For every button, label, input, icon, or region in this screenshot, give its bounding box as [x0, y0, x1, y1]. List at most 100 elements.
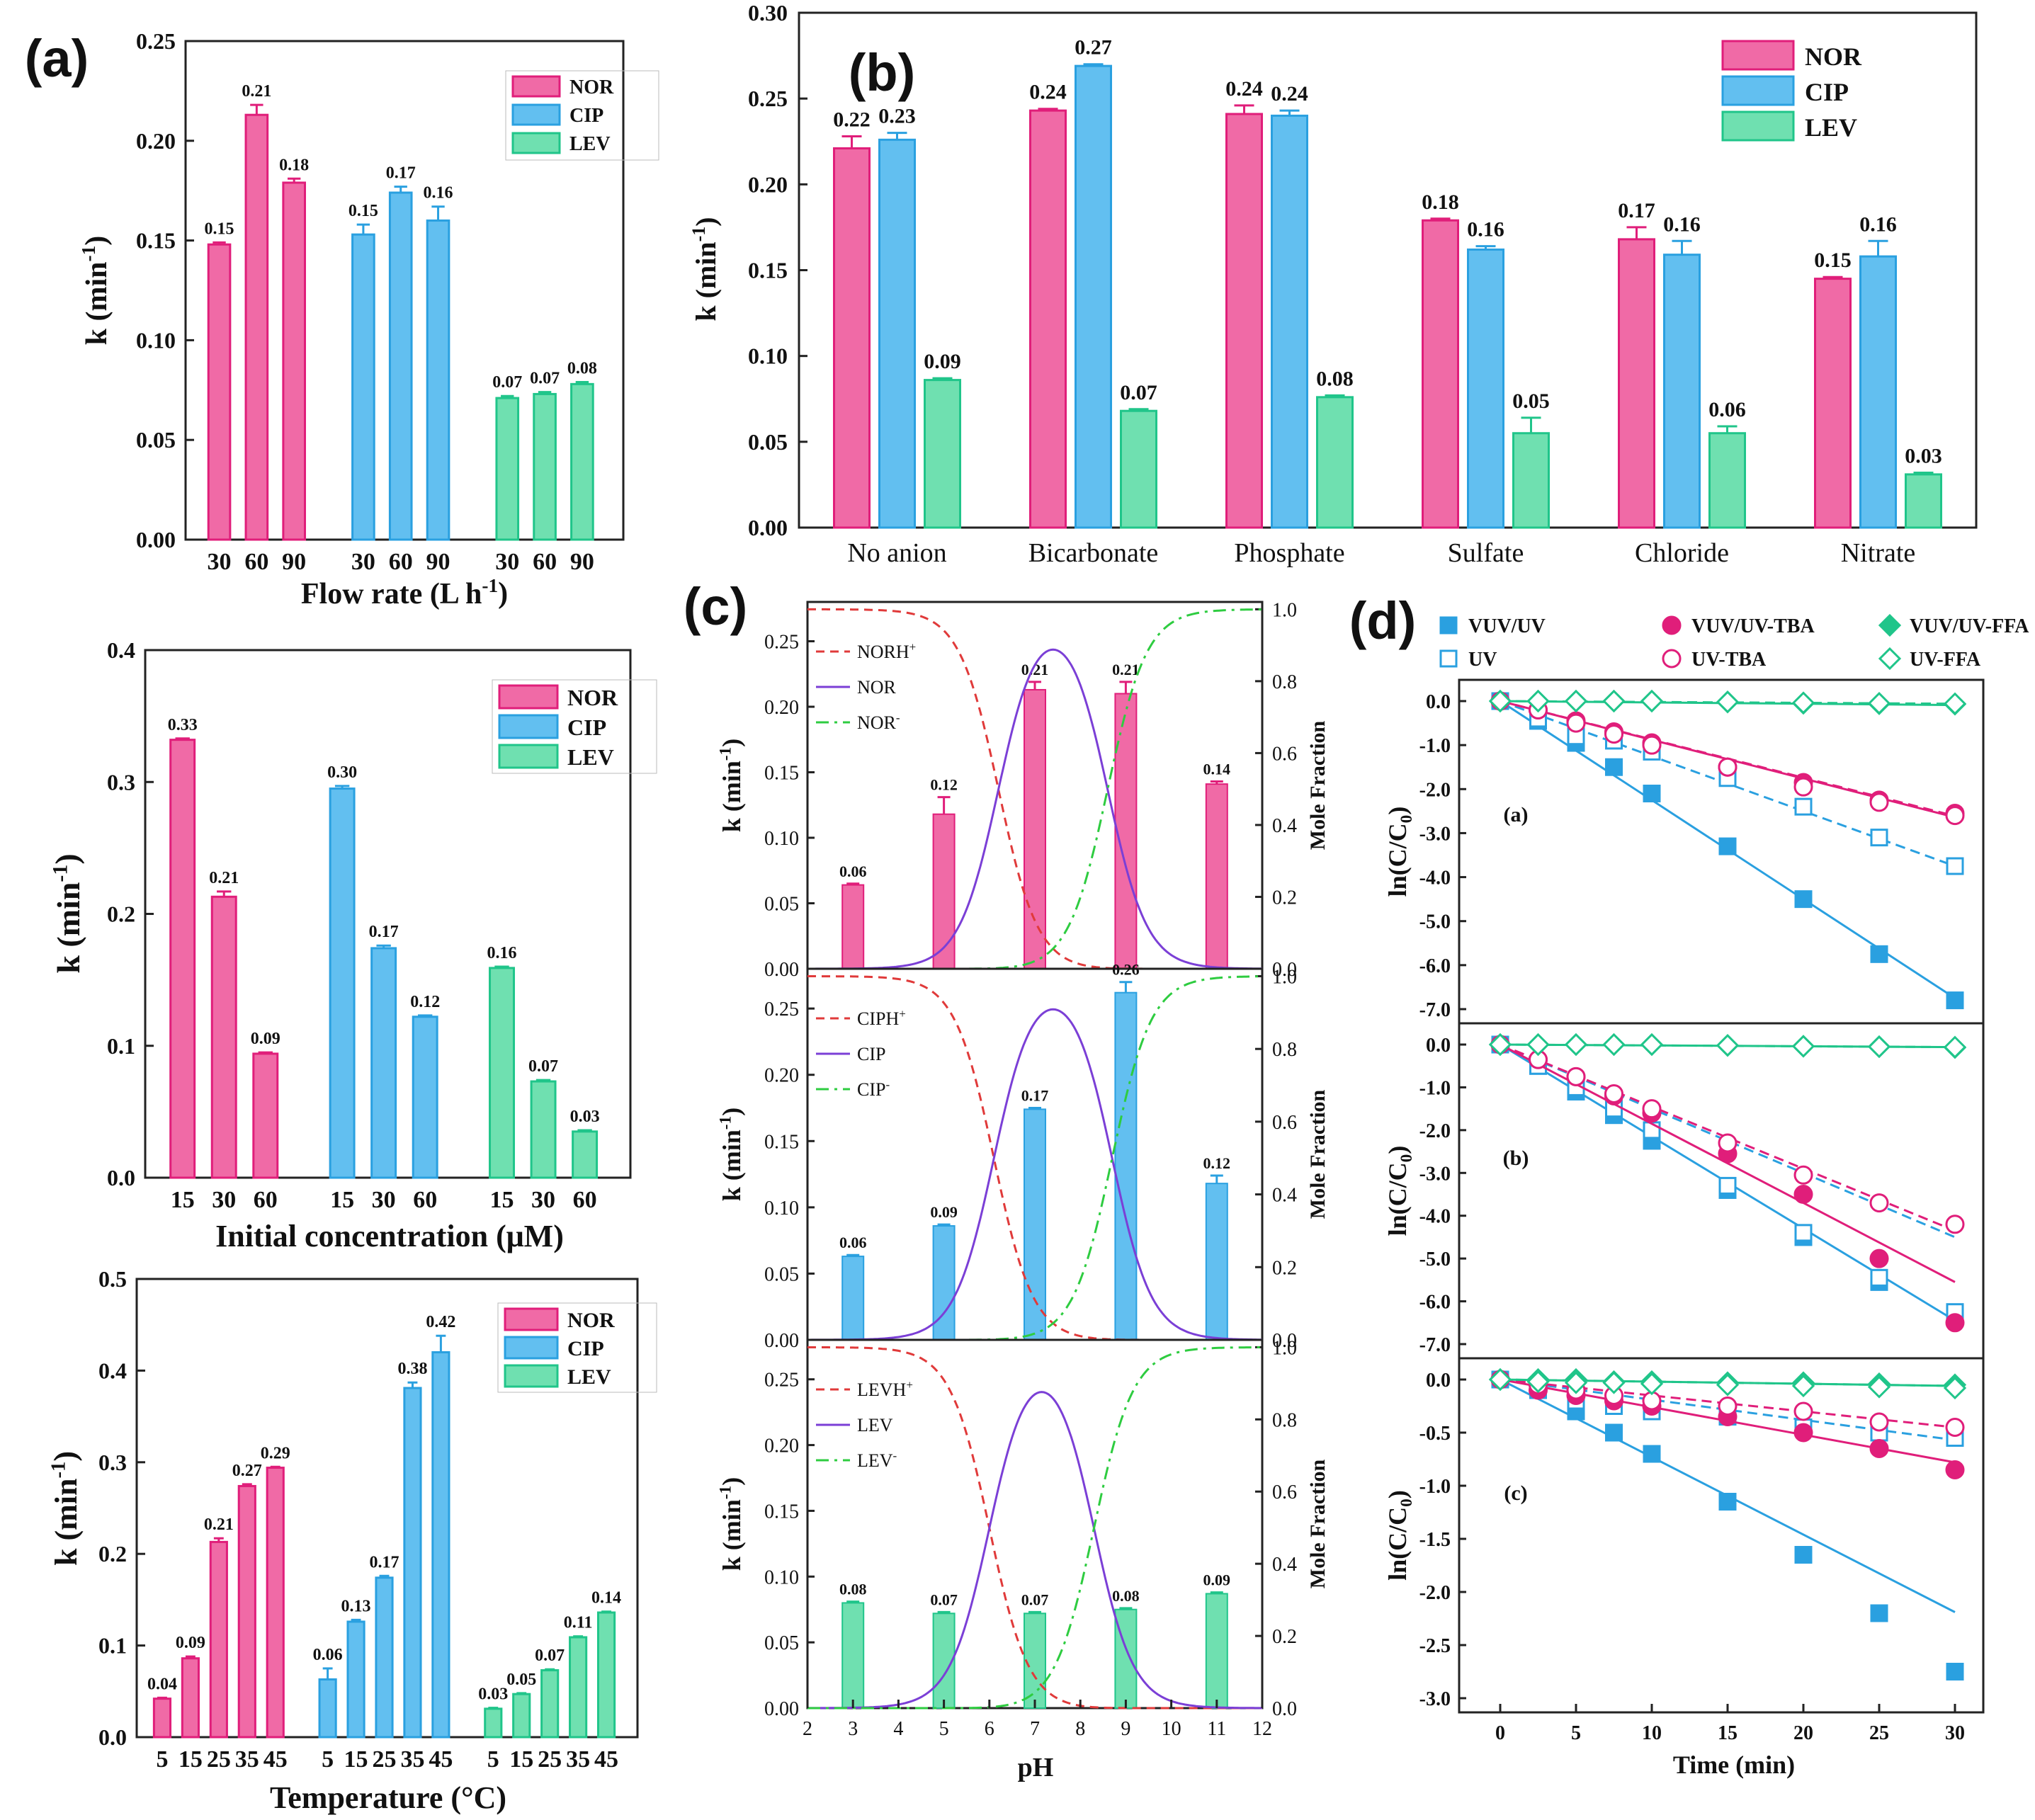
a3-bar-lev [569, 1636, 588, 1739]
b-data-label: 0.24 [1029, 81, 1067, 104]
b-bar-cip [1859, 255, 1897, 529]
d2-point [1793, 1423, 1813, 1443]
d0-point [1870, 945, 1888, 963]
b-xtick-label: Bicarbonate [1028, 538, 1159, 568]
b-data-label: 0.08 [1316, 367, 1354, 390]
c2-y2tick-label: 0.0 [1272, 1698, 1297, 1720]
a1-bar-cip [426, 219, 450, 541]
d2-point [1791, 1374, 1815, 1398]
b-data-label: 0.17 [1618, 199, 1655, 222]
c0-bar [932, 813, 956, 969]
a1-legend-label-cip: CIP [569, 105, 603, 127]
c1-ytick-label: 0.25 [764, 999, 799, 1020]
a2-ytick-label: 0.1 [107, 1033, 135, 1059]
d-legend-marker [1662, 649, 1682, 669]
b-data-label: 0.24 [1271, 82, 1308, 106]
d1-point [1716, 1034, 1740, 1057]
a3-legend-swatch-nor [504, 1307, 559, 1331]
d-legend-marker [1662, 615, 1682, 635]
d2-point [1640, 1372, 1664, 1396]
c1-ytick-label: 0.00 [764, 1330, 799, 1352]
c0-y2tick-label: 0.2 [1272, 887, 1297, 909]
d0-ytick-label: -5.0 [1419, 911, 1451, 933]
c2-ytick-label: 0.05 [764, 1632, 799, 1654]
b-bar-lev [1120, 409, 1157, 529]
d-legend-marker [1878, 613, 1902, 637]
c2-y-axis-title-part: k (min [718, 1499, 746, 1571]
d2-point [1605, 1423, 1623, 1442]
b-bar-lev [1708, 432, 1746, 529]
d1-ytick-label: -1.0 [1419, 1077, 1451, 1099]
a3-bar-nor [181, 1657, 200, 1739]
a2-data-label: 0.16 [487, 944, 517, 962]
a3-bar-nor [237, 1484, 256, 1739]
d0-point [1867, 691, 1891, 715]
b-legend-label-lev: LEV [1805, 113, 1857, 142]
a2-data-label: 0.09 [251, 1030, 280, 1048]
c1-legend-label: CIPH+ [857, 1007, 906, 1029]
a2-y-axis-title-part: ) [49, 853, 85, 864]
a1-legend-swatch-lev [511, 132, 561, 154]
b-ytick-label: 0.05 [748, 429, 788, 455]
d2-subplot-label: (c) [1504, 1481, 1527, 1505]
c0-legend-species: NOR [857, 712, 897, 733]
c2-legend-species: LEVH [857, 1380, 907, 1400]
d1-ytick-label: -7.0 [1419, 1334, 1451, 1356]
d2-point [1946, 1663, 1964, 1680]
c0-y2tick-label: 0.8 [1272, 671, 1297, 693]
d0-y-axis-title-part: ln(C/C [1383, 823, 1412, 897]
d2-ytick-label: -1.0 [1419, 1476, 1451, 1498]
panel-label-b: (b) [849, 43, 916, 102]
a2-y-axis-title: k (min-1) [49, 853, 86, 973]
a3-bar-nor [266, 1467, 285, 1739]
d0-ytick-label: -4.0 [1419, 868, 1451, 889]
b-xtick-label: No anion [847, 538, 946, 568]
a3-legend-swatch-lev [504, 1364, 559, 1388]
c2-legend-label: LEV- [857, 1449, 897, 1471]
c0-ytick-label: 0.15 [764, 763, 799, 785]
b-ytick-label: 0.25 [748, 86, 788, 111]
d2-point [1794, 1546, 1813, 1564]
c0-legend-label: NORH+ [857, 640, 916, 662]
b-legend-label-cip: CIP [1805, 78, 1849, 106]
a2-xtick-label: 30 [372, 1187, 396, 1213]
c1-data-label: 0.12 [1203, 1154, 1231, 1172]
c0-y-axis-title-part: ) [717, 739, 745, 747]
d-xtick-label: 20 [1793, 1722, 1813, 1744]
d-xtick-label: 15 [1718, 1722, 1738, 1744]
a3-x-axis-title: Temperature (°C) [270, 1780, 506, 1815]
c-xtick-label: 8 [1075, 1718, 1085, 1740]
a2-legend-swatch-lev [498, 744, 559, 769]
c-xtick-label: 10 [1162, 1718, 1181, 1740]
b-data-label: 0.06 [1708, 398, 1746, 421]
a3-xtick-label: 35 [235, 1746, 259, 1773]
a3-bar-cip [431, 1351, 450, 1739]
a3-xtick-label: 25 [373, 1746, 397, 1773]
d1-ytick-label: -6.0 [1419, 1292, 1451, 1314]
a3-xtick-label: 25 [207, 1746, 231, 1773]
c0-legend-charge: - [896, 711, 900, 724]
a1-bar-lev [495, 397, 520, 541]
c2-data-label: 0.07 [930, 1591, 958, 1608]
b-legend-swatch-nor [1721, 40, 1795, 71]
d1-point [1943, 1035, 1967, 1059]
c2-bar [1205, 1593, 1228, 1709]
c2-legend-species: LEV [857, 1450, 893, 1471]
c1-legend-charge: + [899, 1007, 906, 1020]
c1-ytick-label: 0.20 [764, 1065, 799, 1087]
a1-legend-label-lev: LEV [569, 133, 611, 155]
d2-ytick-label: -0.5 [1419, 1423, 1451, 1445]
c1-data-label: 0.06 [839, 1234, 867, 1251]
d-xtick-label: 30 [1945, 1722, 1965, 1744]
a3-data-label: 0.29 [261, 1444, 290, 1462]
d-x-axis-title: Time (min) [1673, 1751, 1795, 1779]
d0-point [1869, 792, 1889, 812]
d1-ytick-label: -2.0 [1419, 1120, 1451, 1142]
c-xtick-label: 7 [1030, 1718, 1040, 1740]
a1-data-label: 0.07 [530, 370, 560, 388]
c2-y2tick-label: 0.6 [1272, 1481, 1297, 1503]
a3-xtick-label: 15 [178, 1746, 203, 1773]
a2-xtick-label: 60 [254, 1187, 278, 1213]
c1-ytick-label: 0.05 [764, 1263, 799, 1285]
b-data-label: 0.27 [1075, 36, 1112, 59]
